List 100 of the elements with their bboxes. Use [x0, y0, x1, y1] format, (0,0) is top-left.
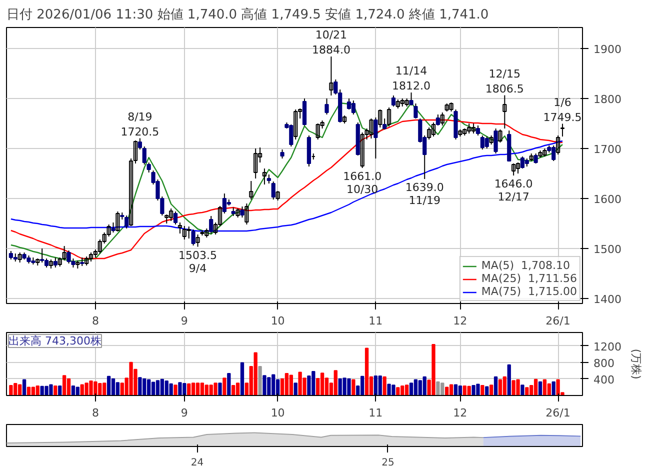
annotation: 1646.0 12/17 [494, 178, 533, 204]
y-tick-label: 1800 [594, 93, 622, 106]
bar [22, 379, 26, 396]
bar [494, 376, 498, 396]
bar [111, 378, 116, 396]
bar [196, 382, 200, 396]
x-tick-label: 11 [368, 406, 383, 420]
bar [360, 376, 364, 396]
bar [76, 386, 80, 396]
bar [254, 352, 258, 396]
annotation: 1503.5 9/4 [178, 248, 218, 275]
bar [480, 385, 484, 396]
candlestick [516, 162, 520, 174]
bar [352, 379, 356, 396]
bar [364, 348, 369, 396]
bar [525, 387, 529, 396]
bar [26, 386, 31, 396]
bar [54, 385, 58, 396]
chart-title: 出来高 743,300株 [8, 334, 102, 348]
candlestick [142, 146, 146, 165]
candlestick [502, 94, 507, 129]
bar [414, 379, 418, 396]
bar [498, 379, 502, 396]
bar [542, 379, 547, 396]
bar [467, 386, 471, 396]
bar [232, 385, 236, 396]
bar [507, 364, 511, 396]
bar [156, 380, 160, 396]
x-tick-label: 25 [382, 458, 394, 468]
bar [538, 381, 542, 396]
legend-label: MA(75) 1,715.00 [481, 285, 577, 298]
bar [258, 366, 262, 396]
bar [396, 387, 400, 396]
bar [552, 381, 556, 396]
bar [422, 376, 426, 396]
candlestick [426, 127, 432, 140]
candlestick [378, 109, 382, 128]
x-tick-label: 24 [190, 458, 204, 468]
bar [138, 377, 142, 396]
candlestick [196, 234, 200, 248]
candlestick [249, 180, 254, 200]
x-tick-label: 8 [92, 406, 99, 420]
y-tick-label: 1600 [594, 193, 622, 206]
bar [382, 376, 386, 396]
y-axis-title: (万株) [629, 348, 642, 380]
bar [409, 382, 414, 396]
candlestick [302, 98, 307, 126]
bar [214, 382, 218, 396]
bar [160, 378, 164, 396]
bar [187, 383, 191, 396]
y-tick-label: 800 [594, 356, 614, 370]
candlestick [351, 100, 356, 115]
bar [106, 376, 111, 396]
y-tick-label: 1500 [594, 243, 622, 256]
bar [227, 373, 231, 396]
bar [222, 378, 226, 396]
x-tick-label: 26/1 [546, 406, 570, 420]
y-tick-label: 1700 [594, 143, 622, 156]
bar [289, 374, 293, 396]
annotation: 8/19 1720.5 [120, 110, 160, 138]
bar [178, 382, 182, 396]
bar [534, 378, 538, 396]
y-tick-label: 1400 [594, 293, 622, 306]
candlestick [62, 246, 66, 261]
x-tick-label: 8 [92, 314, 99, 328]
bar [71, 385, 76, 396]
candlestick [146, 162, 151, 173]
bar [294, 382, 298, 396]
bar [218, 382, 222, 396]
candlestick [556, 135, 560, 155]
bar [116, 382, 120, 396]
x-tick-label: 12 [453, 406, 468, 420]
bar [520, 384, 524, 396]
candlestick [116, 211, 120, 232]
candlestick [512, 163, 516, 176]
bar [320, 372, 324, 396]
bar [66, 378, 71, 396]
annotation: 11/14 1812.0 [392, 64, 431, 92]
bar [547, 383, 551, 396]
candlestick [178, 222, 182, 234]
annotation: 12/15 1806.5 [485, 67, 524, 96]
x-tick-label: 9 [180, 314, 188, 328]
chart-title: 日付 2026/01/06 11:30 始値 1,740.0 高値 1,749.5 安値 1,724.0 終値 1,741.0 [6, 6, 489, 22]
bar [449, 384, 454, 396]
annotation: 1639.0 11/19 [405, 181, 444, 207]
bar [236, 382, 240, 396]
x-tick-label: 12 [453, 314, 468, 328]
bar [31, 386, 36, 396]
candlestick [471, 123, 476, 134]
bar [58, 385, 62, 396]
bar [200, 382, 204, 396]
candlestick [324, 98, 329, 115]
bar [378, 376, 382, 396]
annotation: 1661.0 10/30 [343, 170, 382, 196]
bar [485, 386, 489, 396]
candlestick [186, 226, 191, 239]
candlestick [329, 56, 334, 96]
bar [151, 382, 156, 396]
bar [240, 362, 244, 396]
bar [62, 375, 66, 396]
